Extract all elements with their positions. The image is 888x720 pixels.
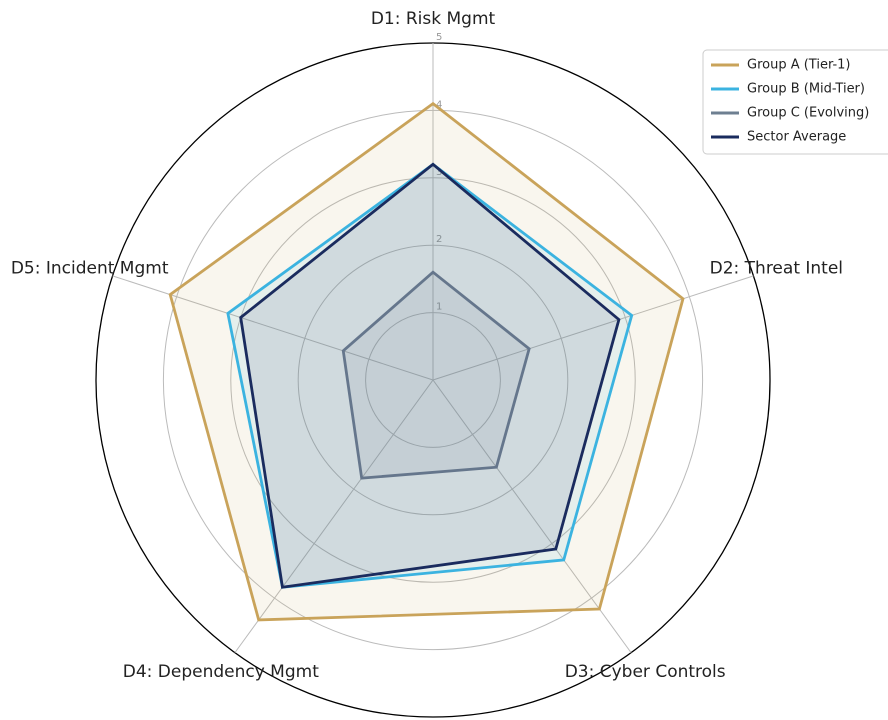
axis-label: D3: Cyber Controls <box>565 662 726 682</box>
legend-label: Group A (Tier-1) <box>747 58 851 73</box>
legend-label: Group B (Mid-Tier) <box>747 82 865 97</box>
axis-label: D1: Risk Mgmt <box>371 9 496 29</box>
r-tick-label: 5 <box>436 32 442 43</box>
spoke <box>234 379 434 653</box>
spoke <box>432 379 632 653</box>
series-polygon <box>226 162 634 589</box>
spoke <box>432 275 754 381</box>
legend: Group A (Tier-1) Group B (Mid-Tier) Group … <box>702 49 888 155</box>
r-tick-label: 4 <box>436 99 442 110</box>
axis-label: D2: Threat Intel <box>710 258 843 278</box>
series-polygon <box>239 162 621 589</box>
series-polygon <box>341 270 531 480</box>
r-tick-label: 3 <box>436 167 442 178</box>
axis-label: D5: Incident Mgmt <box>11 258 169 278</box>
r-tick-label: 1 <box>436 302 442 313</box>
legend-label: Sector Average <box>747 130 846 145</box>
series-polygon <box>168 101 685 622</box>
axis-label: D4: Dependency Mgmt <box>123 662 319 682</box>
spoke <box>112 275 434 381</box>
legend-label: Group C (Evolving) <box>747 106 869 121</box>
r-tick-label: 2 <box>436 234 442 245</box>
legend-box <box>702 49 888 155</box>
